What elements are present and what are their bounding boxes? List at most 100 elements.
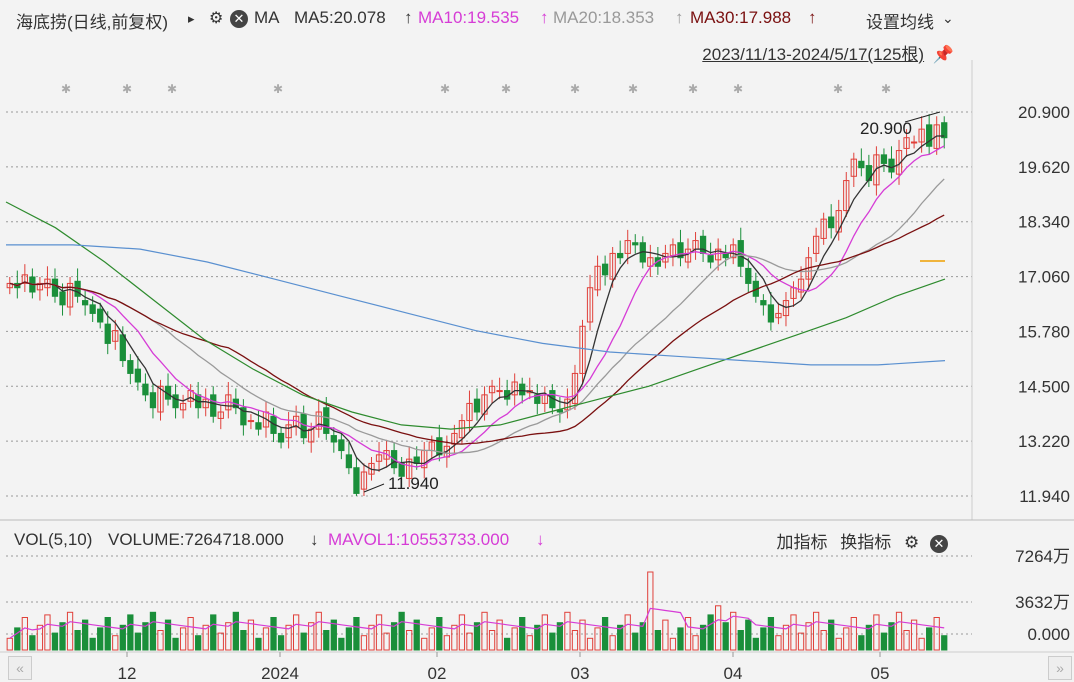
volume-bar (66, 611, 74, 651)
high-arrow (904, 111, 941, 123)
volume-bar (390, 622, 398, 651)
add-indicator-button[interactable]: 加指标 (776, 533, 828, 552)
candle-body (903, 137, 910, 149)
candle-body (89, 304, 96, 314)
volume-bar (428, 627, 435, 651)
volume-bar (850, 617, 857, 651)
price-tick-label: 19.620 (1018, 158, 1070, 177)
vol-tick-label: 0.000 (1027, 625, 1070, 644)
volume-bar (526, 635, 533, 651)
volume-bar (383, 632, 390, 651)
candle-body (594, 265, 601, 291)
volume-bar (466, 632, 473, 651)
candle-body (865, 165, 873, 182)
date-range-text[interactable]: 2023/11/13-2024/5/17(125根) (702, 45, 925, 64)
volume-bar (586, 637, 594, 651)
x-tick-label: 04 (724, 664, 743, 682)
volume-bar (451, 624, 458, 651)
candle-body (149, 392, 157, 409)
volume-bar (519, 617, 526, 651)
candle-body (707, 255, 714, 263)
scroll-left-button[interactable]: « (8, 656, 32, 680)
candle-body (112, 330, 119, 342)
high-label: 20.900 (860, 119, 912, 138)
chart-header: 海底捞(日线,前复权) ▸ ⚙ ✕ MA MA5:20.078 ↑ MA10:1… (0, 0, 1074, 36)
candle-body (888, 158, 895, 173)
volume-bar (594, 627, 601, 651)
volume-bar (240, 630, 247, 651)
close-icon[interactable]: ✕ (930, 533, 948, 553)
volume-bar (828, 619, 835, 651)
candle-body (285, 424, 292, 439)
candle-body (496, 390, 503, 393)
volume-bar (865, 624, 873, 651)
candle-body (488, 385, 496, 394)
volume-bar (790, 614, 797, 651)
volume-bar (51, 632, 59, 651)
switch-indicator-button[interactable]: 换指标 (840, 533, 892, 552)
volume-bar (880, 632, 888, 651)
candle-body (820, 218, 827, 239)
volume-bar (812, 611, 820, 651)
candle-body (66, 282, 74, 308)
indicator-tools: 加指标 换指标 ⚙ ✕ (777, 528, 948, 553)
volume-bar (338, 637, 345, 651)
price-tick-label: 20.900 (1018, 103, 1070, 122)
volume-bar (722, 622, 729, 651)
candle-body (210, 394, 217, 417)
chevron-down-icon[interactable]: ⌄ (942, 10, 954, 26)
candle-body (202, 398, 209, 409)
candle-body (624, 240, 631, 254)
candle-body (127, 360, 134, 374)
volume-bar (97, 627, 104, 651)
candle-body (481, 394, 488, 415)
volume-bar (323, 630, 330, 651)
volume-bar (496, 619, 503, 651)
candle-body (941, 122, 948, 139)
volume-bar (300, 632, 307, 651)
x-tick-label: 05 (871, 664, 890, 682)
candle-body (812, 235, 820, 254)
volume-bar (873, 614, 880, 651)
volume-bar (74, 630, 81, 651)
candle-body (843, 180, 850, 212)
pin-icon[interactable]: 📌 (932, 45, 954, 64)
candle-body (609, 252, 616, 280)
close-icon[interactable]: ✕ (230, 8, 248, 28)
event-marker: ✱ (122, 82, 132, 96)
volume-bar (308, 622, 315, 651)
volume-bar (81, 619, 89, 651)
gear-icon[interactable]: ⚙ (904, 533, 920, 552)
volume-bar (368, 624, 375, 651)
play-icon[interactable]: ▸ (188, 11, 195, 26)
volume-bar (835, 637, 842, 651)
candle-body (134, 368, 142, 383)
event-marker: ✱ (501, 82, 511, 96)
volume-bar (941, 635, 948, 651)
candle-body (797, 278, 805, 293)
gear-icon[interactable]: ⚙ (209, 10, 224, 27)
candle-body (662, 252, 669, 263)
volume-bar (843, 627, 850, 651)
x-tick-label: 03 (571, 664, 590, 682)
candle-body (240, 407, 247, 426)
volume-bar (6, 637, 13, 651)
price-tick-label: 13.220 (1018, 432, 1070, 451)
candle-body (775, 312, 782, 319)
volume-bar (210, 614, 217, 651)
candle-body (511, 381, 518, 396)
ma120-line (6, 244, 946, 366)
candle-body (895, 150, 903, 175)
candle-body (97, 308, 104, 323)
ma-settings-button[interactable]: 设置均线 (866, 13, 934, 32)
volume-bar (285, 624, 292, 651)
scroll-right-button[interactable]: » (1048, 656, 1072, 680)
candle-body (873, 154, 880, 186)
volume-bar (292, 614, 300, 651)
volume-bar (127, 614, 134, 651)
volume-bar (14, 627, 21, 651)
candle-body (51, 278, 59, 297)
volume-bar (903, 630, 910, 651)
candle-body (632, 242, 639, 246)
